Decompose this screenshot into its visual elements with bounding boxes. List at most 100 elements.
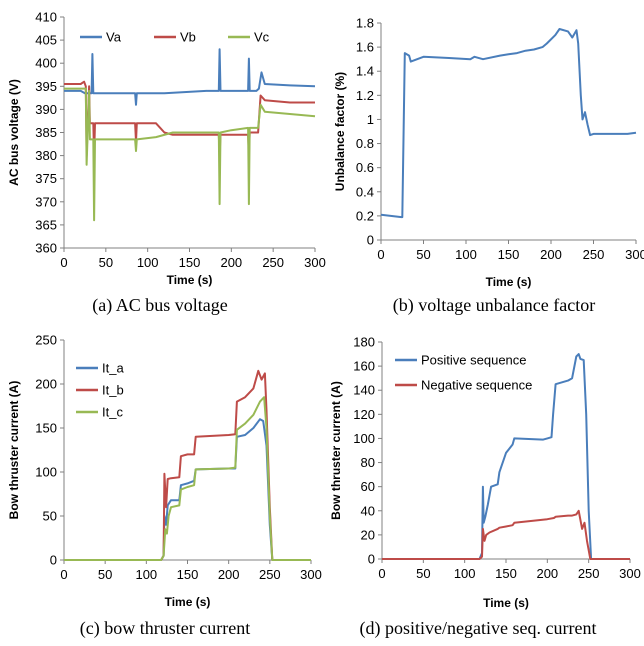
series-line-it-c bbox=[64, 396, 311, 561]
figure-caption: (c) bow thruster current bbox=[80, 618, 250, 639]
y-tick-label: 120 bbox=[353, 407, 375, 422]
y-tick-label: 0 bbox=[367, 233, 374, 248]
y-axis-label: AC bus voltage (V) bbox=[7, 79, 21, 186]
legend-label: Vb bbox=[180, 30, 196, 45]
series-line-it-a bbox=[64, 418, 311, 561]
x-tick-label: 0 bbox=[60, 255, 67, 270]
y-tick-label: 0 bbox=[50, 553, 57, 568]
x-tick-label: 0 bbox=[377, 247, 384, 262]
x-tick-label: 50 bbox=[98, 567, 112, 582]
x-tick-label: 150 bbox=[179, 255, 201, 270]
y-axis-label: Bow thruster current (A) bbox=[7, 381, 21, 520]
x-axis-label: Time (s) bbox=[483, 596, 529, 610]
chart-d: 0 20 40 60 80 100 120 140 160 180 0 50 100 150 200 250 3… bbox=[329, 335, 641, 640]
series-line-it-b bbox=[64, 369, 311, 561]
y-tick-label: 20 bbox=[361, 527, 375, 542]
figure-caption: (d) positive/negative seq. current bbox=[360, 618, 597, 639]
x-tick-label: 100 bbox=[454, 566, 476, 581]
y-tick-label: 60 bbox=[361, 479, 375, 494]
series-line-0 bbox=[380, 28, 637, 219]
x-tick-label: 0 bbox=[378, 566, 385, 581]
figure-caption: (a) AC bus voltage bbox=[92, 295, 227, 316]
x-tick-label: 100 bbox=[137, 255, 159, 270]
x-tick-label: 150 bbox=[495, 566, 517, 581]
y-tick-label: 360 bbox=[35, 241, 57, 256]
legend-label: It_b bbox=[102, 383, 124, 398]
chart-b: 0 0.2 0.4 0.6 0.8 1 1.2 1.4 1.6 1.8 0 50 100 150 200 25… bbox=[333, 16, 644, 317]
x-tick-label: 100 bbox=[135, 567, 157, 582]
y-axis-label: Unbalance factor (%) bbox=[333, 72, 347, 191]
y-tick-label: 100 bbox=[35, 465, 57, 480]
legend-label: Vc bbox=[254, 30, 270, 45]
y-tick-label: 160 bbox=[353, 359, 375, 374]
y-tick-label: 0.4 bbox=[356, 184, 374, 199]
y-tick-label: 1.2 bbox=[356, 88, 374, 103]
y-tick-label: 250 bbox=[35, 333, 57, 348]
y-tick-label: 0.2 bbox=[356, 208, 374, 223]
x-tick-label: 300 bbox=[300, 567, 322, 582]
series-line-va bbox=[64, 48, 316, 106]
y-tick-label: 0 bbox=[368, 552, 375, 567]
legend-label: Positive sequence bbox=[421, 353, 527, 368]
x-tick-label: 200 bbox=[218, 567, 240, 582]
x-tick-label: 50 bbox=[416, 247, 430, 262]
x-axis-label: Time (s) bbox=[167, 273, 213, 287]
y-tick-label: 0.6 bbox=[356, 160, 374, 175]
x-tick-label: 200 bbox=[540, 247, 562, 262]
series-line-negative-sequence bbox=[382, 509, 630, 560]
y-tick-label: 0.8 bbox=[356, 136, 374, 151]
y-tick-label: 40 bbox=[361, 503, 375, 518]
y-tick-label: 100 bbox=[353, 431, 375, 446]
y-tick-label: 385 bbox=[35, 125, 57, 140]
legend: It_a It_b It_c bbox=[76, 361, 124, 420]
y-tick-label: 375 bbox=[35, 171, 57, 186]
y-tick-label: 390 bbox=[35, 102, 57, 117]
y-tick-label: 150 bbox=[35, 421, 57, 436]
x-tick-label: 250 bbox=[578, 566, 600, 581]
x-tick-label: 150 bbox=[177, 567, 199, 582]
y-tick-label: 1 bbox=[367, 112, 374, 127]
x-tick-label: 100 bbox=[455, 247, 477, 262]
x-tick-label: 250 bbox=[262, 255, 284, 270]
legend-label: Va bbox=[106, 30, 122, 45]
y-tick-label: 50 bbox=[43, 509, 57, 524]
legend: Positive sequence Negative sequence bbox=[395, 353, 532, 393]
y-tick-label: 1.8 bbox=[356, 16, 374, 31]
x-tick-label: 150 bbox=[498, 247, 520, 262]
y-tick-label: 405 bbox=[35, 33, 57, 48]
chart-c: 0 50 100 150 200 250 0 50 100 150 200 250 300 Time (s… bbox=[7, 333, 322, 640]
legend-label: It_c bbox=[102, 405, 123, 420]
x-axis-label: Time (s) bbox=[165, 595, 211, 609]
chart-a: 360 365 370 375 380 385 390 395 400 405 410 0 50 100 1… bbox=[7, 10, 326, 317]
series-line-vc bbox=[64, 87, 316, 222]
y-tick-label: 200 bbox=[35, 377, 57, 392]
x-tick-label: 0 bbox=[60, 567, 67, 582]
y-tick-label: 380 bbox=[35, 148, 57, 163]
y-tick-label: 1.4 bbox=[356, 64, 374, 79]
x-axis-label: Time (s) bbox=[486, 275, 532, 289]
legend: Va Vb Vc bbox=[80, 30, 270, 45]
y-tick-label: 370 bbox=[35, 194, 57, 209]
y-axis-label: Bow thruster current (A) bbox=[329, 381, 343, 520]
y-tick-label: 1.6 bbox=[356, 40, 374, 55]
series-line-positive-sequence bbox=[382, 353, 630, 560]
x-tick-label: 250 bbox=[583, 247, 605, 262]
y-tick-label: 365 bbox=[35, 217, 57, 232]
x-tick-label: 50 bbox=[99, 255, 113, 270]
y-tick-label: 410 bbox=[35, 10, 57, 25]
figure-caption: (b) voltage unbalance factor bbox=[393, 295, 595, 316]
y-tick-label: 400 bbox=[35, 56, 57, 71]
y-tick-label: 80 bbox=[361, 455, 375, 470]
x-tick-label: 250 bbox=[259, 567, 281, 582]
x-tick-label: 300 bbox=[625, 247, 644, 262]
legend-label: It_a bbox=[102, 361, 124, 376]
x-tick-label: 300 bbox=[304, 255, 326, 270]
x-tick-label: 200 bbox=[536, 566, 558, 581]
y-tick-label: 180 bbox=[353, 335, 375, 350]
legend-label: Negative sequence bbox=[421, 378, 532, 393]
y-tick-label: 395 bbox=[35, 79, 57, 94]
x-tick-label: 300 bbox=[619, 566, 641, 581]
y-tick-label: 140 bbox=[353, 383, 375, 398]
x-tick-label: 200 bbox=[220, 255, 242, 270]
